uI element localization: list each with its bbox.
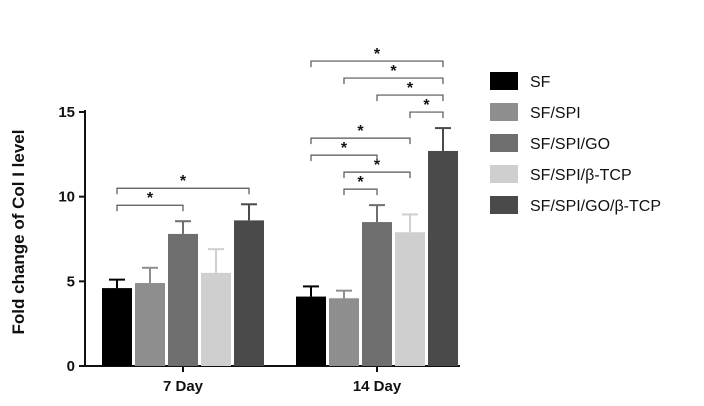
bracket-line [376,94,444,102]
bar-sf-spi-go-1 [362,222,392,366]
y-tick-label: 15 [58,104,75,121]
bracket-line [116,187,250,195]
x-tick-label: 7 Day [163,378,204,395]
legend-label: SF/SPI/GO/β-TCP [530,198,661,215]
significance-bracket: * [376,80,444,102]
significance-bracket: * [310,140,378,162]
significance-bracket: * [116,190,184,212]
y-tick-label: 0 [67,358,75,375]
bracket-line [310,137,411,145]
bracket-line [343,77,444,85]
bar-sf-spi-tcp-1 [395,232,425,366]
y-tick-label: 10 [58,189,75,206]
legend-swatch [490,196,518,214]
legend: SF SF/SPI SF/SPI/GO SF/SPI/β-TCP SF/SPI/GO/β… [490,72,661,215]
significance-bracket: * [310,46,444,68]
legend-label: SF [530,74,551,91]
significance-bracket: * [343,157,411,179]
bar-sf-0 [102,288,132,366]
legend-swatch [490,103,518,121]
legend-label: SF/SPI/GO [530,136,610,153]
plot-area: 0 5 10 15 7 Day 14 Day * * * * * * * * * * [58,46,460,395]
bar-sf-spi-1 [329,298,359,366]
legend-item: SF/SPI/GO/β-TCP [490,196,661,215]
significance-bracket: * [343,174,378,196]
significance-bracket: * [343,63,444,85]
legend-swatch [490,134,518,152]
legend-swatch [490,72,518,90]
legend-swatch [490,165,518,183]
bracket-line [343,171,411,179]
significance-bracket: * [409,97,444,119]
significance-star: * [374,46,381,63]
significance-star: * [147,190,154,207]
x-tick-label: 14 Day [353,378,402,395]
significance-star: * [357,123,364,140]
significance-star: * [423,97,430,114]
significance-star: * [407,80,414,97]
bracket-line [343,188,378,196]
bar-sf-1 [296,296,326,366]
legend-label: SF/SPI/β-TCP [530,167,632,184]
bar-sf-spi-0 [135,283,165,366]
significance-bracket: * [116,173,250,195]
y-tick-label: 5 [67,273,75,290]
significance-bracket: * [310,123,411,145]
significance-star: * [357,174,364,191]
bracket-line [310,154,378,162]
significance-star: * [180,173,187,190]
legend-item: SF [490,72,551,91]
bar-sf-spi-go-tcp-0 [234,220,264,366]
legend-item: SF/SPI/β-TCP [490,165,632,184]
bar-sf-spi-go-tcp-1 [428,150,458,366]
bar-sf-spi-tcp-0 [201,272,231,366]
significance-star: * [341,140,348,157]
bracket-line [116,204,184,212]
significance-star: * [374,157,381,174]
bracket-line [409,111,444,119]
y-axis-label: Fold change of Col I level [9,130,28,335]
legend-item: SF/SPI [490,103,581,122]
legend-item: SF/SPI/GO [490,134,610,153]
bracket-line [310,60,444,68]
significance-star: * [390,63,397,80]
bar-sf-spi-go-0 [168,233,198,366]
legend-label: SF/SPI [530,105,581,122]
